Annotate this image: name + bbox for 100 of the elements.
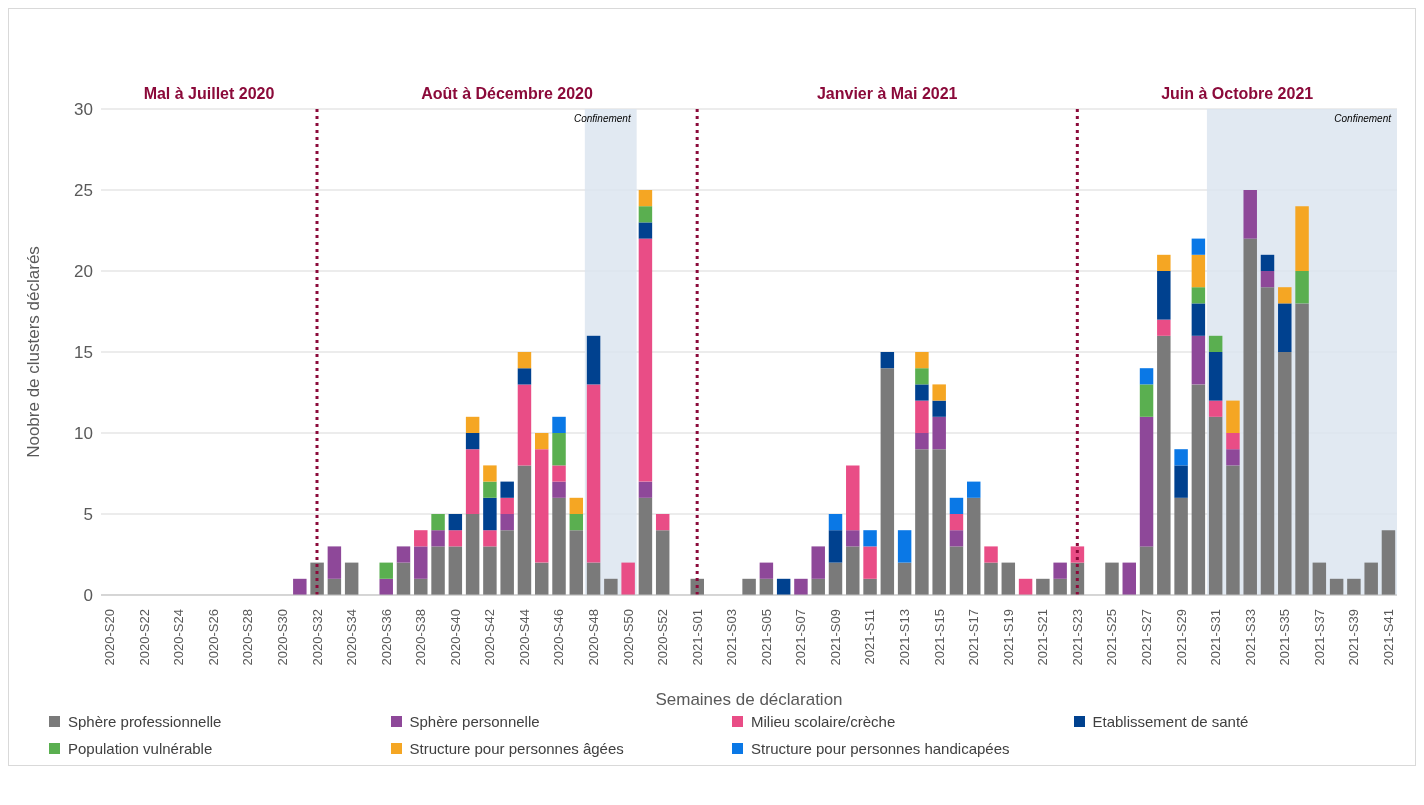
x-tick-label: 2020-S50	[620, 609, 636, 666]
bar	[1191, 238, 1206, 255]
x-tick-label: 2021-S41	[1380, 609, 1396, 666]
bar	[552, 497, 566, 595]
x-axis-title: Semaines de déclaration	[655, 690, 843, 709]
bar	[379, 578, 393, 595]
x-tick-label: 2021-S07	[793, 609, 809, 666]
bar	[517, 384, 532, 466]
bar	[431, 530, 445, 547]
bar	[535, 449, 549, 563]
bar	[517, 368, 532, 385]
bar	[880, 368, 895, 595]
bar	[552, 465, 566, 482]
x-tick-label: 2020-S34	[344, 609, 360, 666]
x-tick-label: 2020-S22	[136, 609, 152, 666]
x-tick-label: 2021-S05	[758, 609, 774, 666]
bar	[431, 514, 445, 531]
bar	[535, 433, 549, 450]
bar	[846, 465, 860, 531]
bar	[932, 400, 946, 417]
bar	[552, 481, 566, 498]
bar	[1139, 384, 1154, 417]
x-tick-label: 2021-S19	[1000, 609, 1016, 666]
bar	[1174, 449, 1188, 466]
bar	[915, 433, 929, 450]
text: Janvier à Mai 2021	[815, 85, 959, 103]
bar	[586, 562, 601, 595]
bar	[1278, 352, 1292, 595]
bar	[1174, 465, 1188, 498]
x-tick-label: 2020-S48	[585, 609, 601, 666]
bar	[465, 416, 480, 433]
x-tick-label: 2021-S29	[1173, 609, 1189, 666]
bar	[1191, 335, 1206, 385]
x-tick-label: 2020-S20	[102, 609, 118, 666]
bar	[414, 578, 428, 595]
x-tick-label: 2021-S27	[1138, 609, 1154, 666]
bar	[655, 514, 670, 531]
bar	[794, 578, 808, 595]
y-tick-label: 25	[74, 181, 93, 201]
x-tick-label: 2021-S17	[966, 609, 982, 666]
bar	[344, 562, 359, 595]
bar	[448, 514, 463, 531]
x-tick-label: 2021-S09	[827, 609, 843, 666]
bar	[863, 546, 877, 579]
bar	[932, 384, 946, 401]
bar	[586, 335, 601, 385]
x-tick-label: 2021-S35	[1277, 609, 1293, 666]
bar	[915, 384, 929, 401]
bar	[604, 578, 618, 595]
bar	[465, 514, 480, 595]
x-tick-label: 2020-S30	[274, 609, 290, 666]
x-tick-label: 2020-S28	[240, 609, 256, 666]
legend-label: Population vulnérable	[68, 740, 213, 757]
bar	[483, 497, 497, 531]
bar	[949, 546, 964, 595]
legend-label: Milieu scolaire/crèche	[751, 713, 896, 730]
bar	[1243, 238, 1257, 595]
bar	[1157, 271, 1171, 320]
bar	[897, 530, 912, 563]
band-label: Confinement	[573, 113, 632, 125]
bar	[569, 514, 584, 531]
bar	[1347, 578, 1361, 595]
x-tick-label: 2021-S23	[1069, 609, 1085, 666]
bar	[846, 546, 860, 595]
y-tick-label: 20	[74, 262, 93, 282]
bar	[880, 352, 895, 369]
bar	[638, 190, 653, 207]
bar	[1001, 562, 1016, 595]
bar	[1295, 271, 1309, 304]
bar	[1208, 335, 1223, 352]
bar	[1260, 271, 1275, 288]
bar	[500, 481, 514, 498]
legend-label: Etablissement de santé	[1092, 713, 1249, 730]
band-label: Confinement	[1334, 113, 1393, 125]
bar	[1191, 287, 1206, 304]
x-tick-label: 2021-S15	[931, 609, 947, 666]
bar	[517, 465, 532, 595]
legend-label: Structure pour personnes âgées	[409, 740, 624, 757]
x-tick-label: 2020-S40	[447, 609, 463, 666]
y-tick-label: 15	[74, 343, 93, 363]
x-tick-label: 2020-S44	[516, 609, 532, 666]
x-tick-label: 2021-S21	[1035, 609, 1051, 666]
y-tick-label: 30	[74, 100, 93, 120]
bar	[638, 497, 653, 595]
x-tick-label: 2020-S46	[551, 609, 567, 666]
x-tick-label: 2020-S24	[171, 609, 187, 666]
bar	[1191, 303, 1206, 336]
bar	[465, 449, 480, 514]
bar	[500, 530, 514, 595]
bar	[448, 530, 463, 547]
bar	[1139, 416, 1154, 547]
bar	[863, 530, 877, 547]
bar	[1226, 433, 1240, 450]
bar	[414, 546, 428, 579]
bar	[621, 562, 635, 595]
x-tick-label: 2021-S39	[1346, 609, 1362, 666]
bar	[1208, 416, 1223, 595]
bar	[1157, 335, 1171, 595]
bar	[431, 546, 445, 595]
bar	[915, 368, 929, 385]
